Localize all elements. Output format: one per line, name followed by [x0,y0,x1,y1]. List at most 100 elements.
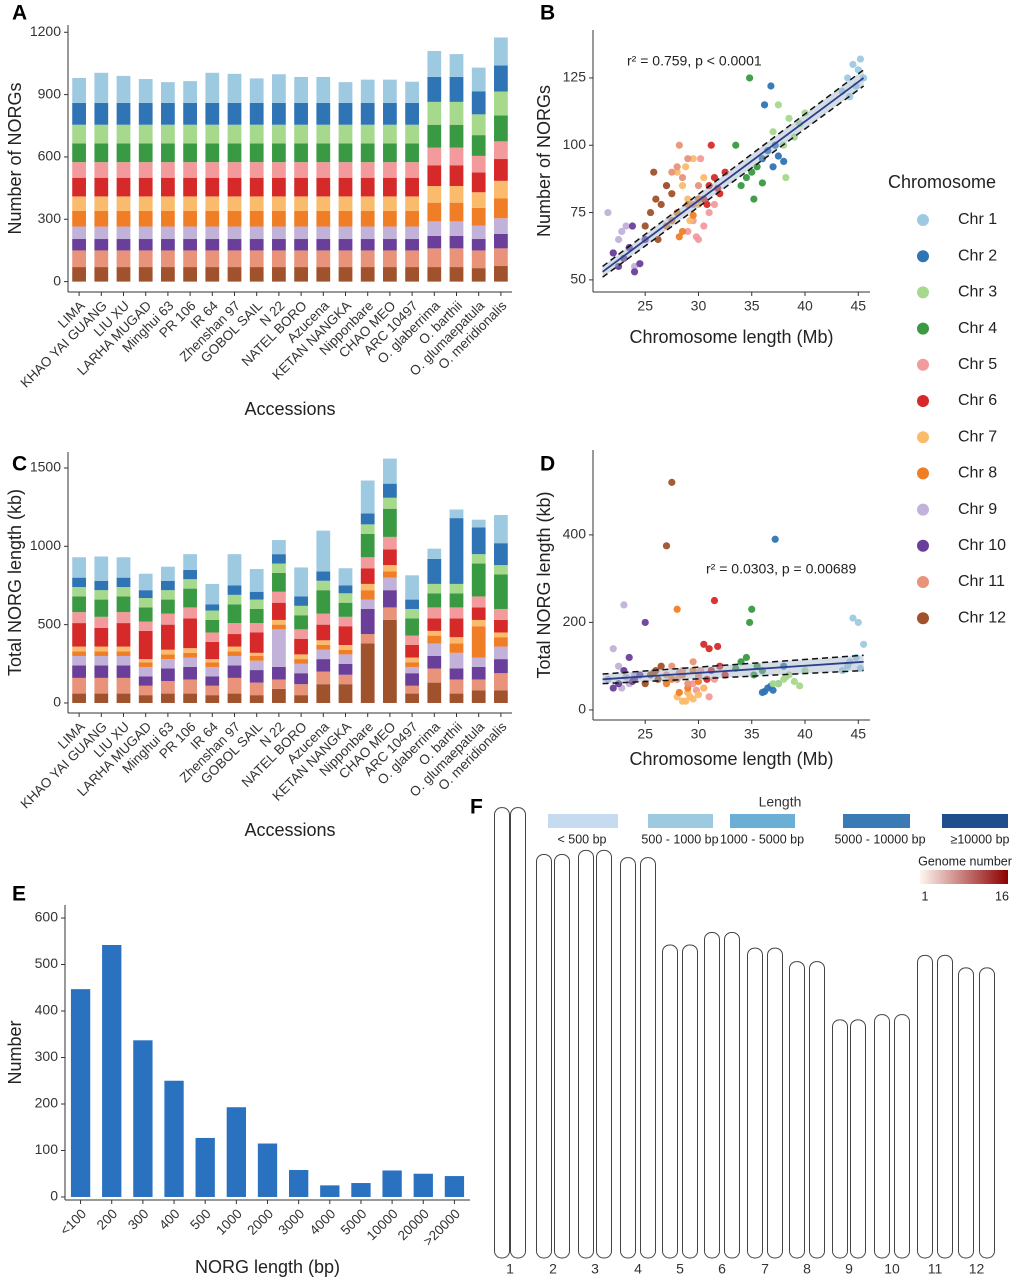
point [748,168,756,176]
bar-segment [405,635,419,646]
bar-segment [360,226,375,240]
bar-segment [383,124,397,144]
bar-segment [471,172,486,193]
point [675,141,683,149]
x-tick-label: 10000 [364,1206,401,1243]
point [678,227,687,236]
bar-segment [471,114,486,136]
chromosome [747,947,763,1259]
bar-segment [360,599,375,609]
point [796,120,804,128]
point [753,163,761,171]
bar-segment [272,572,286,592]
bar-segment [227,651,242,656]
bar-segment [272,540,286,555]
bar-segment [427,548,442,559]
bar-segment [272,239,286,251]
point [604,208,612,217]
bar-segment [249,655,264,661]
point [684,155,692,163]
bar-segment [338,162,353,178]
point [630,262,639,271]
bar-segment [427,635,442,644]
bar-segment [383,565,397,572]
x-axis-title: Accessions [244,820,335,840]
point [844,74,852,82]
bar-segment [383,483,397,498]
legend-label: Chr 1 [958,211,997,228]
bar-segment [72,196,86,211]
bar-segment [161,599,175,614]
bar-segment [205,641,220,660]
bar-segment [138,695,153,703]
bar-segment [360,162,375,178]
bar-segment [138,239,153,251]
bar-segment [383,177,397,197]
bar-segment [471,207,486,226]
bar-segment [72,677,86,694]
bar-segment [94,210,109,227]
length-swatch [942,814,1008,828]
point [675,688,683,697]
bar-segment [494,543,508,566]
bar-segment [338,267,353,282]
bar-segment [227,210,242,227]
legend-swatch [917,358,929,371]
bar-segment [405,693,419,703]
point [849,614,857,622]
point [668,662,676,670]
bar-segment [249,660,264,671]
point [703,675,711,683]
bar-segment [116,693,131,703]
bar-segment [205,72,220,103]
bar-segment [449,693,464,703]
bar-segment [272,602,286,620]
bar-segment [494,608,508,620]
bar-segment [294,684,308,696]
bar-segment [205,162,220,178]
bar-segment [338,196,353,211]
bar [413,1173,433,1197]
y-tick-label: 900 [38,85,62,101]
bar-segment [249,177,264,197]
bar-segment [294,143,308,163]
x-tick-label: 500 [187,1206,214,1233]
point [769,680,777,688]
bar-segment [94,580,109,591]
heat-min: 1 [922,889,929,903]
x-tick-label: 45 [850,298,866,314]
bar-segment [449,637,464,644]
bar-segment [72,210,86,227]
bar-segment [138,267,153,282]
length-label: 1000 - 5000 bp [720,832,804,846]
bar-segment [338,102,353,125]
legend-label: Chr 7 [958,428,997,445]
bar-segment [205,676,220,686]
bar-segment [138,598,153,608]
panel-label: F [470,796,483,819]
bar-segment [94,250,109,268]
point [609,645,617,653]
bar-segment [138,143,153,163]
bar-segment [249,652,264,656]
bar-segment [116,177,131,197]
bar-segment [316,177,331,197]
point [675,233,683,241]
point [689,211,697,219]
bar-segment [272,666,286,680]
bar-segment [494,218,508,234]
bar-segment [449,267,464,282]
bar-segment [360,239,375,251]
bar-segment [427,668,442,683]
bar-segment [316,226,331,240]
chromosome-label: 1 [506,1261,514,1277]
point [790,677,798,686]
bar-segment [94,177,109,197]
bar-segment [138,210,153,227]
bar-segment [249,196,264,211]
bar-segment [360,590,375,600]
legend-title: Chromosome [888,172,996,192]
bar-segment [94,196,109,211]
bar-segment [116,124,131,144]
